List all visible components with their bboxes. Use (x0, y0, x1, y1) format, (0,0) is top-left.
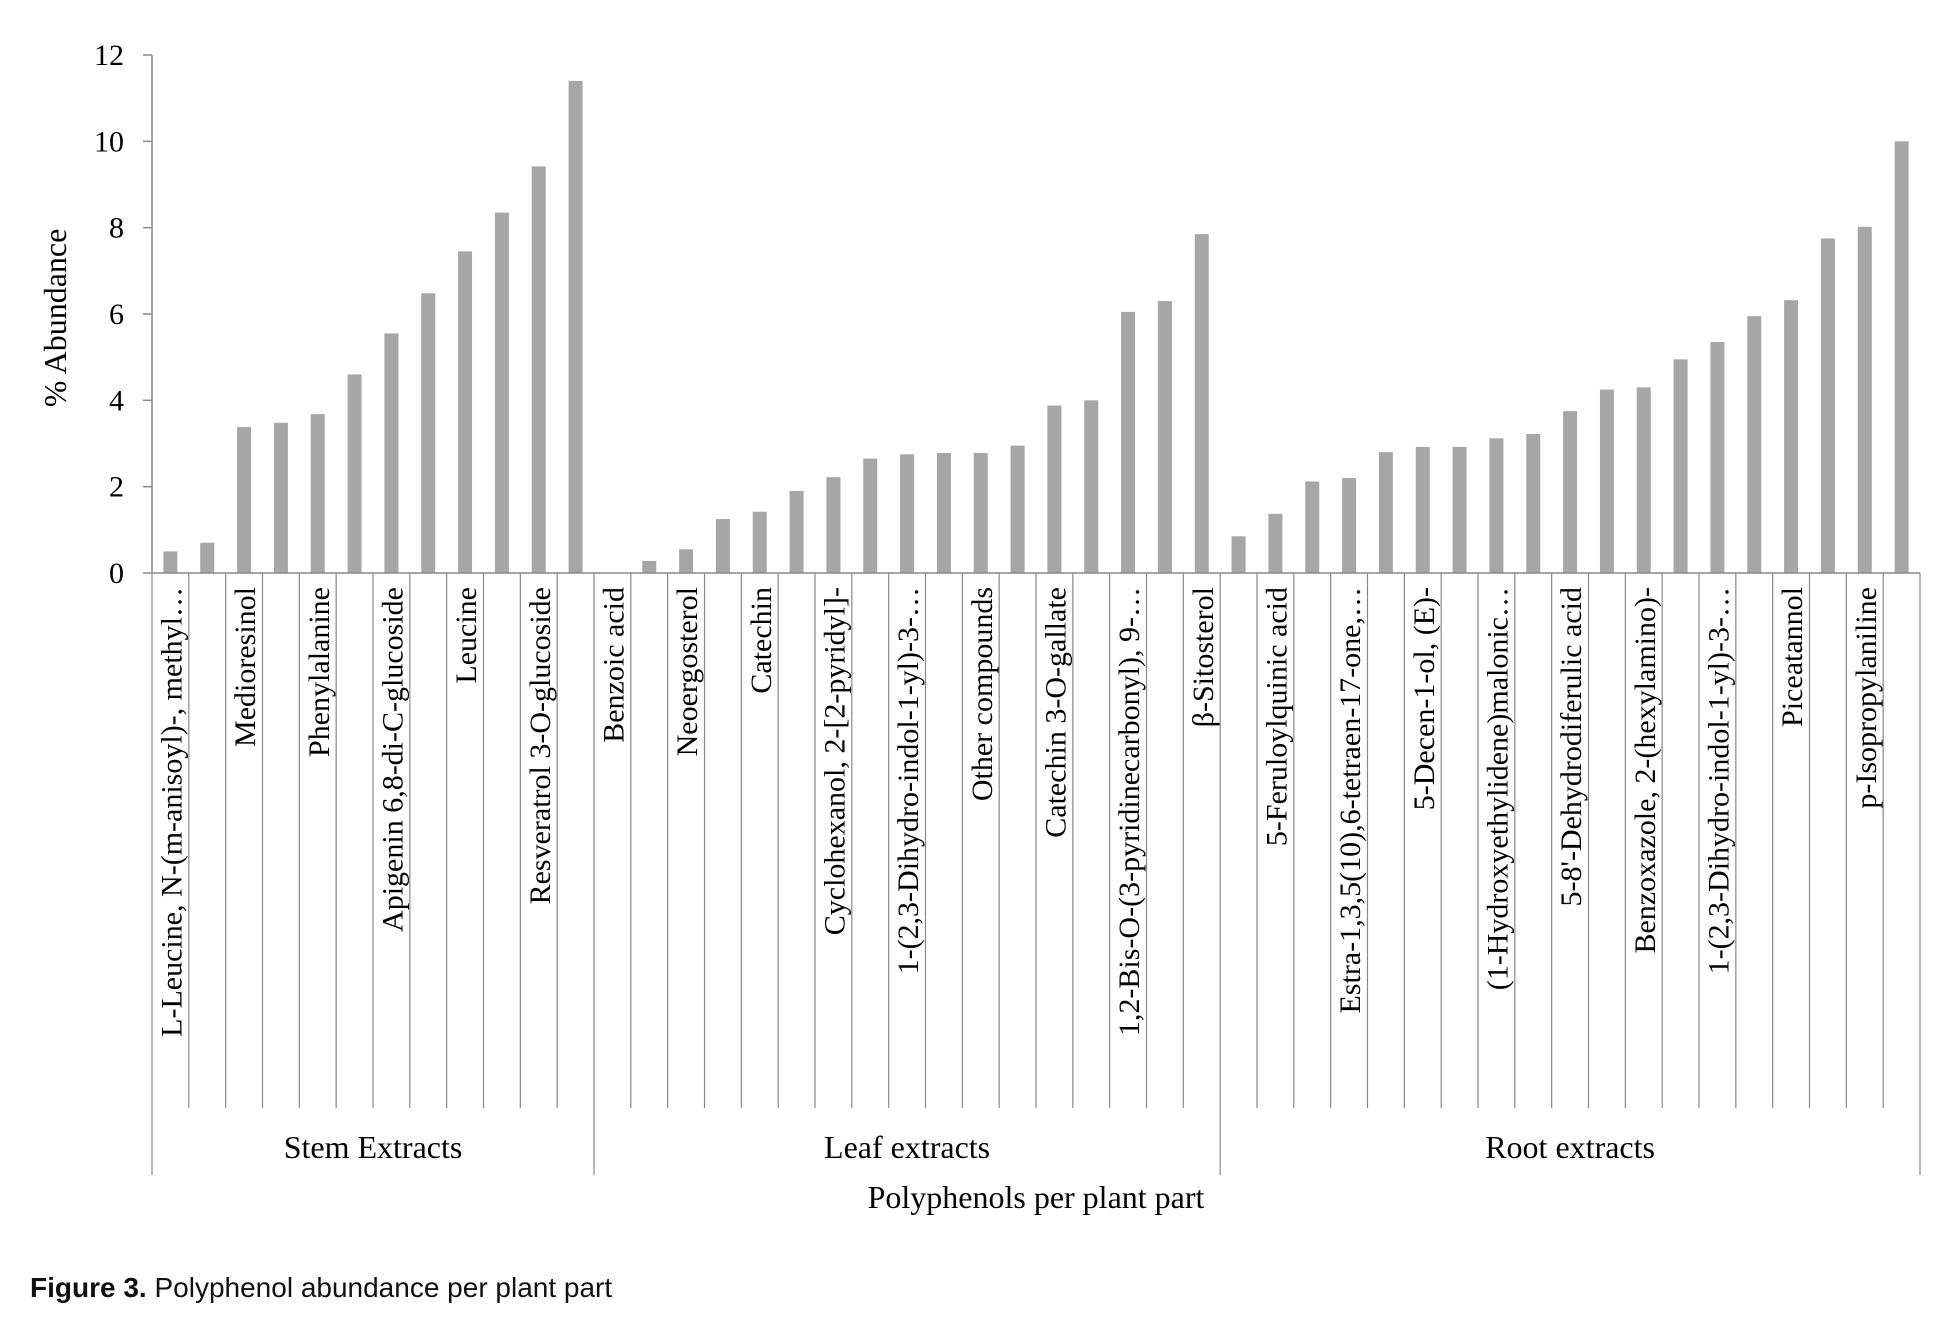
y-tick-label: 2 (109, 471, 124, 504)
group-label: Stem Extracts (284, 1129, 463, 1165)
bar (1305, 481, 1320, 573)
bar (1489, 438, 1504, 573)
category-label: β-Sitosterol (1187, 587, 1220, 727)
bar (1636, 387, 1651, 573)
bar (1342, 478, 1357, 573)
bar (973, 452, 988, 573)
y-tick-label: 10 (94, 125, 124, 158)
bar (347, 374, 362, 573)
bar (273, 422, 288, 573)
category-label: Leucine (450, 587, 483, 684)
y-tick-label: 8 (109, 212, 124, 245)
bar (1194, 234, 1209, 573)
bars (163, 80, 1909, 574)
bar (1157, 301, 1172, 573)
category-label: Catechin 3-O-gallate (1039, 587, 1072, 838)
bar (458, 251, 473, 574)
bar (1378, 452, 1393, 573)
category-label: Benzoxazole, 2-(hexylamino)- (1629, 587, 1662, 954)
bar (863, 458, 878, 573)
bar (494, 212, 509, 573)
category-label: Estra-1,3,5(10),6-tetraen-17-one,… (1334, 587, 1367, 1014)
bar (900, 454, 915, 573)
x-axis (151, 572, 1921, 1175)
bar (531, 166, 546, 573)
category-label: Benzoic acid (597, 587, 630, 743)
bar (752, 511, 767, 573)
group-labels: Stem Extracts Leaf extracts Root extracts (284, 1129, 1655, 1165)
bar (310, 414, 325, 573)
y-tick-label: 6 (109, 298, 124, 331)
bar (1563, 411, 1578, 573)
bar (421, 293, 436, 573)
category-label: Phenylalanine (303, 587, 336, 757)
category-label: 1-(2,3-Dihydro-indol-1-yl)-3-… (892, 587, 925, 974)
bar (163, 551, 178, 573)
bar (642, 560, 657, 573)
bar (1231, 536, 1246, 573)
figure-caption-text: Polyphenol abundance per plant part (146, 1272, 613, 1303)
y-tick-label: 4 (109, 384, 124, 417)
category-label: 1-(2,3-Dihydro-indol-1-yl)-3-… (1702, 587, 1735, 974)
category-label: 5-Decen-1-ol, (E)- (1408, 587, 1441, 810)
y-tick-label: 0 (109, 557, 124, 590)
category-label: L-Leucine, N-(m-anisoyl)-, methyl… (155, 587, 188, 1037)
category-label: Neoergosterol (671, 587, 704, 756)
bar (1710, 342, 1725, 573)
category-label: 5-Feruloylquinic acid (1260, 587, 1293, 846)
category-label: Catechin (745, 587, 778, 694)
bar (1047, 405, 1062, 573)
bar (826, 477, 841, 573)
bar (1526, 434, 1541, 573)
x-axis-title: Polyphenols per plant part (868, 1179, 1205, 1215)
category-label: 5-8'-Dehydrodiferulic acid (1555, 587, 1588, 906)
y-axis: 0 2 4 6 8 10 12 (94, 39, 153, 590)
bar (715, 519, 730, 573)
category-label: Piceatannol (1776, 587, 1809, 727)
category-label: Apigenin 6,8-di-C-glucoside (376, 587, 409, 932)
group-label: Leaf extracts (824, 1129, 990, 1165)
bar (679, 549, 694, 573)
y-tick-label: 12 (94, 39, 124, 72)
category-label: Cyclohexanol, 2-[2-pyridyl]- (818, 587, 851, 935)
bar (1268, 513, 1283, 573)
bar (1894, 141, 1909, 574)
bar (200, 542, 215, 573)
bar (1747, 316, 1762, 573)
bar (1010, 445, 1025, 573)
bar-chart: 0 2 4 6 8 10 12 L-Leucine, N-(m-anisoyl)-, met… (37, 39, 1921, 1215)
bar (1784, 300, 1799, 573)
y-axis-title: % Abundance (37, 229, 73, 408)
figure-caption: Figure 3. Polyphenol abundance per plant… (30, 1272, 612, 1304)
bar (1452, 446, 1467, 573)
bar (568, 80, 583, 574)
category-label: (1-Hydroxyethylidene)malonic… (1481, 587, 1514, 990)
bar (936, 452, 951, 573)
bar (1820, 238, 1835, 574)
bar (1673, 359, 1688, 573)
category-label: Resveratrol 3-O-glucoside (524, 587, 557, 904)
category-label: Other compounds (966, 587, 999, 801)
bar (1121, 311, 1136, 573)
bar (1415, 446, 1430, 573)
bar (789, 490, 804, 573)
category-label: p-Isopropylaniline (1850, 587, 1883, 809)
bar (1599, 389, 1614, 573)
bar (1857, 226, 1872, 573)
bar (237, 427, 252, 573)
category-labels: L-Leucine, N-(m-anisoyl)-, methyl… Medior… (155, 587, 1882, 1037)
bar (1084, 400, 1099, 573)
category-label: Medioresinol (229, 587, 262, 747)
figure-caption-label: Figure 3. (30, 1272, 147, 1303)
category-label: 1,2-Bis-O-(3-pyridinecarbonyl), 9-… (1113, 587, 1146, 1036)
bar (384, 333, 399, 573)
group-label: Root extracts (1485, 1129, 1655, 1165)
